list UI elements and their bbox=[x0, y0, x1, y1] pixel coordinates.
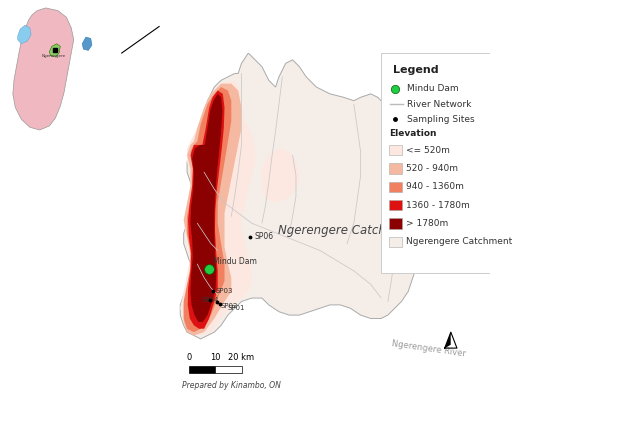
Polygon shape bbox=[82, 37, 92, 50]
Polygon shape bbox=[49, 44, 61, 57]
Bar bbox=[389, 182, 402, 192]
Bar bbox=[389, 145, 402, 155]
Bar bbox=[389, 163, 402, 174]
Polygon shape bbox=[180, 80, 255, 335]
Polygon shape bbox=[13, 8, 74, 130]
Polygon shape bbox=[17, 25, 31, 44]
Bar bbox=[189, 366, 215, 373]
Bar bbox=[389, 237, 402, 247]
Text: 10: 10 bbox=[210, 353, 220, 362]
Text: Ngerengere Catchment: Ngerengere Catchment bbox=[278, 224, 416, 236]
Text: Ngerengere River: Ngerengere River bbox=[391, 339, 466, 359]
Text: > 1780m: > 1780m bbox=[406, 219, 448, 228]
Polygon shape bbox=[445, 332, 451, 348]
Polygon shape bbox=[188, 91, 225, 329]
Text: 1360 - 1780m: 1360 - 1780m bbox=[406, 201, 470, 210]
Polygon shape bbox=[180, 53, 422, 339]
Bar bbox=[389, 200, 402, 210]
Bar bbox=[389, 218, 402, 229]
Polygon shape bbox=[451, 332, 457, 348]
Text: <= 520m: <= 520m bbox=[406, 145, 450, 155]
Text: SP06: SP06 bbox=[254, 232, 273, 241]
Polygon shape bbox=[262, 149, 300, 203]
Text: SP04: SP04 bbox=[202, 297, 219, 303]
Polygon shape bbox=[183, 87, 232, 332]
Text: 520 - 940m: 520 - 940m bbox=[406, 164, 458, 173]
Text: 0: 0 bbox=[186, 353, 192, 362]
Text: River Network: River Network bbox=[407, 99, 471, 109]
Text: Ngerengere Catchment: Ngerengere Catchment bbox=[406, 237, 512, 247]
Text: Mindu Dam: Mindu Dam bbox=[407, 84, 458, 93]
Text: Sampling Sites: Sampling Sites bbox=[407, 115, 474, 124]
Text: SP02: SP02 bbox=[220, 303, 238, 309]
Text: 940 - 1360m: 940 - 1360m bbox=[406, 182, 464, 191]
Text: Elevation: Elevation bbox=[389, 129, 437, 137]
Text: Ngerengere: Ngerengere bbox=[42, 54, 66, 58]
Text: SP03: SP03 bbox=[216, 288, 233, 294]
FancyBboxPatch shape bbox=[381, 53, 492, 273]
Text: Mindu Dam: Mindu Dam bbox=[213, 257, 257, 266]
Text: Prepared by Kinambo, ON: Prepared by Kinambo, ON bbox=[182, 381, 281, 390]
Bar bbox=[215, 366, 241, 373]
Text: 20 km: 20 km bbox=[228, 353, 255, 362]
Polygon shape bbox=[190, 94, 223, 322]
Text: SP01: SP01 bbox=[228, 305, 245, 311]
Text: Legend: Legend bbox=[393, 65, 439, 75]
Polygon shape bbox=[183, 84, 241, 335]
